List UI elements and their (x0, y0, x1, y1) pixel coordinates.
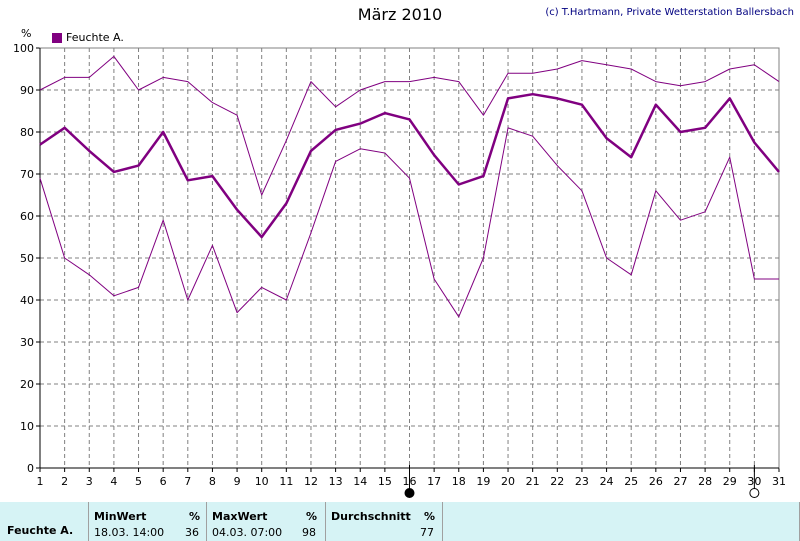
legend-swatch (52, 32, 62, 43)
max-unit: % (306, 510, 318, 523)
y-axis-unit: % (21, 27, 32, 40)
min-time: 18.03. 14:00 (94, 526, 165, 539)
avg-value: 77 (420, 526, 434, 539)
chart-title: März 2010 (357, 5, 443, 24)
max-time: 04.03. 07:00 (212, 526, 283, 539)
y-tick-label: 70 (20, 168, 34, 181)
x-tick-label: 24 (600, 475, 614, 488)
humidity-chart: 1 2 3 4 5 6 7 8 9 10 11 12 13 14 15 16 17 18 19 20 21 22 23 24 2… (13, 42, 786, 498)
x-tick-label: 14 (353, 475, 367, 488)
new-moon-icon (749, 488, 760, 498)
y-tick-label: 30 (20, 336, 34, 349)
x-tick-label: 9 (234, 475, 241, 488)
full-moon-icon (404, 488, 415, 498)
moon-markers (404, 465, 760, 498)
x-tick-label: 6 (160, 475, 167, 488)
y-tick-label: 100 (13, 42, 34, 55)
stats-divider (325, 502, 326, 541)
y-tick-label: 40 (20, 294, 34, 307)
chart-axes (36, 47, 780, 472)
avg-unit: % (424, 510, 436, 523)
y-tick-label: 90 (20, 84, 34, 97)
series-line-min (39, 127, 779, 318)
y-tick-label: 10 (20, 420, 34, 433)
stats-row-label: Feuchte A. (7, 524, 74, 537)
x-tick-label: 4 (110, 475, 117, 488)
x-tick-label: 27 (673, 475, 687, 488)
stats-divider (442, 502, 443, 541)
tick-labels: 1 2 3 4 5 6 7 8 9 10 11 12 13 14 15 16 17 18 19 20 21 22 23 24 2… (13, 42, 786, 488)
copyright-text: (c) T.Hartmann, Private Wetterstation Ba… (545, 7, 794, 18)
x-tick-label: 22 (550, 475, 564, 488)
avg-header: Durchschnitt (331, 510, 411, 523)
x-tick-label: 17 (427, 475, 441, 488)
x-tick-label: 3 (86, 475, 93, 488)
x-tick-label: 21 (526, 475, 540, 488)
stats-divider (88, 502, 89, 541)
series-line-max (39, 55, 780, 196)
y-tick-label: 0 (27, 462, 34, 475)
x-tick-label: 29 (723, 475, 737, 488)
x-tick-label: 1 (37, 475, 44, 488)
chart-legend: Feuchte A. (52, 31, 124, 44)
max-header: MaxWert (212, 510, 268, 523)
x-tick-label: 11 (279, 475, 293, 488)
x-tick-label: 8 (209, 475, 216, 488)
x-tick-label: 5 (135, 475, 142, 488)
x-tick-label: 7 (184, 475, 191, 488)
max-value: 98 (302, 526, 316, 539)
y-tick-label: 60 (20, 210, 34, 223)
x-tick-label: 28 (698, 475, 712, 488)
stats-divider (206, 502, 207, 541)
x-tick-label: 13 (329, 475, 343, 488)
chart-grid (39, 47, 780, 469)
stats-table: Feuchte A. MinWert % 18.03. 14:00 36 Max… (0, 502, 800, 541)
y-tick-label: 80 (20, 126, 34, 139)
x-tick-label: 12 (304, 475, 318, 488)
x-tick-label: 19 (476, 475, 490, 488)
series-line-mean (39, 92, 780, 239)
x-tick-label: 23 (575, 475, 589, 488)
x-tick-label: 31 (772, 475, 786, 488)
min-header: MinWert (94, 510, 147, 523)
y-tick-label: 50 (20, 252, 34, 265)
x-tick-label: 15 (378, 475, 392, 488)
min-value: 36 (185, 526, 199, 539)
x-tick-label: 25 (624, 475, 638, 488)
min-unit: % (189, 510, 201, 523)
series-lines (39, 55, 780, 318)
x-tick-label: 20 (501, 475, 515, 488)
legend-label: Feuchte A. (66, 31, 124, 44)
x-tick-label: 2 (61, 475, 68, 488)
x-tick-label: 26 (649, 475, 663, 488)
x-tick-label: 18 (452, 475, 466, 488)
x-tick-label: 10 (255, 475, 269, 488)
y-tick-label: 20 (20, 378, 34, 391)
